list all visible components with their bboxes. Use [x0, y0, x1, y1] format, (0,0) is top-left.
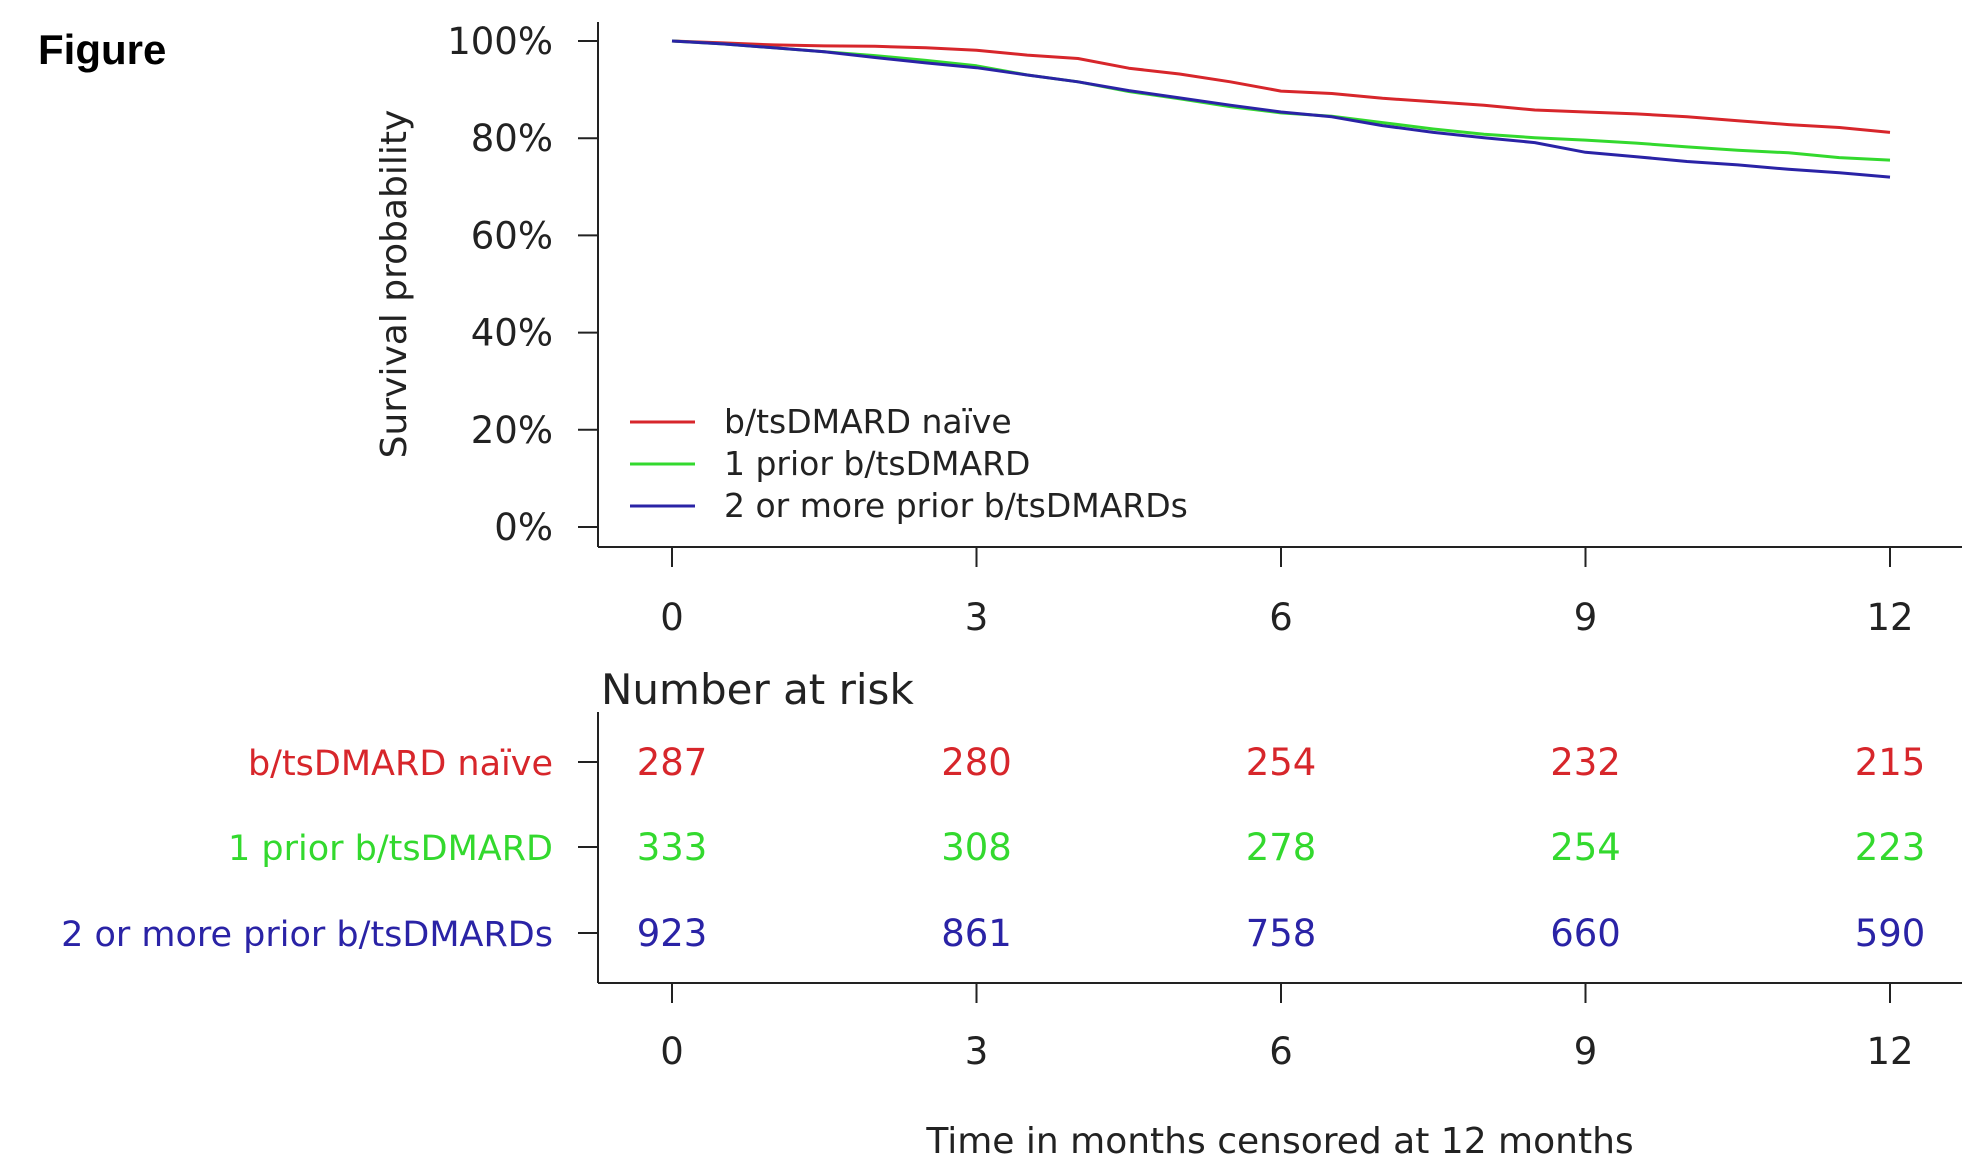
- risk-row-label: b/tsDMARD naïve: [248, 744, 553, 784]
- risk-table: Number at risk b/tsDMARD naïve 287 280 254 23…: [61, 665, 1962, 1162]
- risk-row-label: 2 or more prior b/tsDMARDs: [61, 915, 553, 955]
- risk-value: 278: [1246, 826, 1317, 869]
- risk-value: 308: [941, 826, 1012, 869]
- risk-value: 223: [1855, 826, 1926, 869]
- risk-x-tick-label: 6: [1269, 1030, 1293, 1073]
- series-line-1: [671, 39, 1891, 162]
- y-axis-title: Survival probability: [374, 110, 415, 459]
- x-tick-label: 3: [965, 596, 989, 639]
- risk-table-title: Number at risk: [601, 665, 914, 714]
- risk-value: 254: [1246, 741, 1317, 784]
- risk-row-label: 1 prior b/tsDMARD: [228, 829, 553, 869]
- risk-value: 660: [1550, 912, 1621, 955]
- y-tick-label: 100%: [447, 20, 553, 63]
- risk-value: 758: [1246, 912, 1317, 955]
- risk-x-tick-label: 12: [1866, 1030, 1913, 1073]
- x-tick-label: 6: [1269, 596, 1293, 639]
- risk-value: 923: [637, 912, 708, 955]
- x-tick-label: 9: [1574, 596, 1598, 639]
- y-tick-label: 60%: [471, 214, 553, 257]
- x-tick-label: 12: [1866, 596, 1913, 639]
- y-tick-label: 20%: [471, 409, 553, 452]
- y-tick-label: 0%: [494, 506, 553, 549]
- risk-value: 333: [637, 826, 708, 869]
- y-tick-label: 80%: [471, 117, 553, 160]
- risk-x-tick-label: 0: [660, 1030, 684, 1073]
- plot-lines: [671, 39, 1891, 179]
- legend-label: b/tsDMARD naïve: [724, 402, 1012, 441]
- risk-value: 590: [1855, 912, 1926, 955]
- risk-value: 287: [637, 741, 708, 784]
- risk-value: 215: [1855, 741, 1926, 784]
- y-tick-label: 40%: [471, 312, 553, 355]
- risk-value: 254: [1550, 826, 1621, 869]
- legend-label: 1 prior b/tsDMARD: [724, 444, 1030, 483]
- x-tick-label: 0: [660, 596, 684, 639]
- x-axis-title: Time in months censored at 12 months: [925, 1121, 1633, 1162]
- risk-x-tick-label: 9: [1574, 1030, 1598, 1073]
- plot-axes: 0% 20% 40% 60% 80% 100% 0 3 6 9 12 Survival probabi…: [374, 20, 1962, 639]
- risk-value: 232: [1550, 741, 1621, 784]
- risk-value: 280: [941, 741, 1012, 784]
- legend-label: 2 or more prior b/tsDMARDs: [724, 486, 1188, 525]
- figure-label: Figure: [38, 26, 167, 73]
- series-line-0: [671, 39, 1891, 134]
- risk-value: 861: [941, 912, 1012, 955]
- risk-x-tick-label: 3: [965, 1030, 989, 1073]
- series-line-2: [671, 39, 1891, 179]
